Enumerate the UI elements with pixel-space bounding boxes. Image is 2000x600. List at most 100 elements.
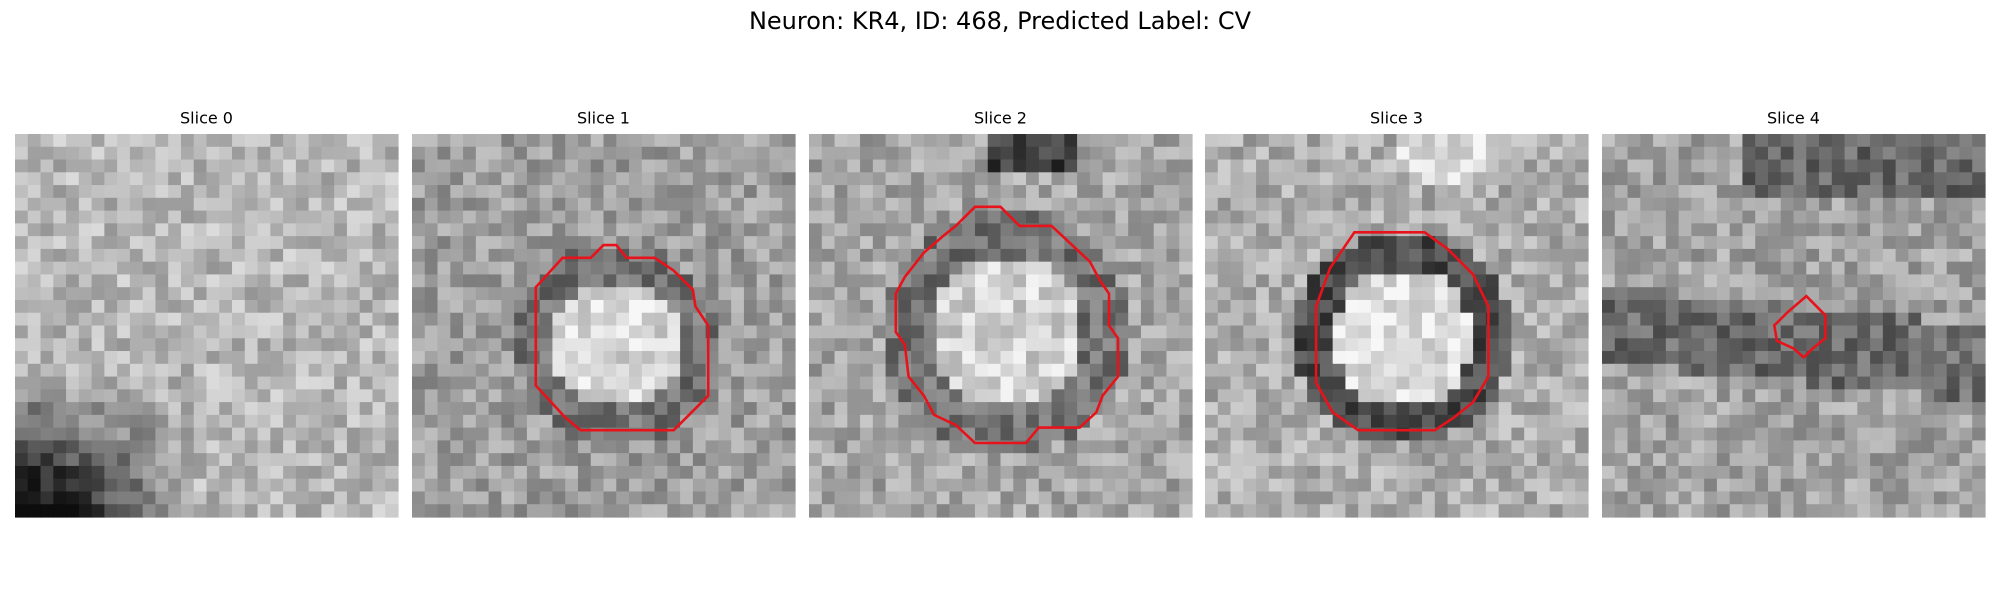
pixel [1767,478,1782,493]
pixel [1409,299,1423,314]
pixel [1933,274,1948,288]
pixel [1434,185,1449,199]
pixel [295,491,310,505]
pixel [1536,440,1551,454]
pixel [667,261,681,276]
pixel [437,427,451,441]
pixel [936,299,951,314]
pixel [1780,402,1795,416]
pixel [987,210,1002,224]
pixel [860,351,874,365]
pixel [667,440,681,454]
pixel [1268,363,1283,378]
pixel [346,325,361,339]
pixel [1716,299,1731,314]
pixel [450,363,464,378]
pixel [898,210,912,224]
pixel [641,287,656,301]
pixel [743,261,758,276]
pixel [731,261,745,276]
pixel [180,338,195,352]
pixel [1281,185,1295,199]
pixel [1332,504,1347,518]
pixel [514,440,528,454]
pixel [1895,274,1909,288]
pixel [654,491,668,505]
pixel [629,338,643,352]
pixel [743,338,758,352]
pixel [321,440,335,454]
pixel [104,185,118,199]
pixel [78,325,93,339]
pixel [1153,185,1168,199]
pixel [1972,185,1986,199]
pixel [962,299,976,314]
pixel [1921,414,1935,429]
pixel [526,427,541,441]
pixel [129,134,144,148]
pixel [1819,363,1833,378]
pixel [809,414,823,429]
pixel [923,146,938,161]
pixel [1602,261,1616,276]
pixel [450,146,464,161]
pixel [155,210,169,224]
pixel [53,389,67,403]
pixel [1627,414,1641,429]
pixel [1549,414,1564,429]
pixel [346,338,361,352]
pixel [1230,325,1244,339]
pixel [1153,261,1168,276]
pixel [1511,363,1525,378]
pixel [346,134,361,148]
pixel [1908,312,1922,327]
pixel [974,351,989,365]
pixel [1153,427,1168,441]
pixel [1358,185,1372,199]
pixel [1179,261,1193,276]
pixel [1038,146,1053,161]
pixel [257,504,271,518]
pixel [1217,414,1232,429]
pixel [1844,197,1858,212]
pixel [1038,312,1053,327]
pixel [1575,427,1589,441]
pixel [1640,351,1654,365]
pixel [756,287,771,301]
pixel [142,389,157,403]
pixel [821,440,836,454]
pixel [1294,236,1308,250]
pixel [283,402,297,416]
pixel [809,172,823,186]
pixel [949,325,963,339]
pixel [283,287,297,301]
pixel [91,261,105,276]
pixel [654,351,668,365]
pixel [1844,427,1858,441]
pixel [603,389,617,403]
pixel [872,197,887,212]
pixel [475,389,490,403]
pixel [475,210,490,224]
pixel [1742,248,1756,263]
pixel [1524,236,1538,250]
pixel [1946,376,1961,390]
pixel [1780,363,1795,378]
pixel [1755,325,1769,339]
pixel [1498,248,1512,263]
pixel [860,134,874,148]
pixel [1549,299,1564,314]
pixel [1396,236,1410,250]
pixel [27,376,42,390]
pixel [1755,261,1769,276]
pixel [1319,172,1334,186]
pixel [53,261,67,276]
pixel [1077,465,1091,480]
pixel [552,440,566,454]
pixel [1819,453,1833,467]
pixel [692,210,707,224]
pixel [1230,440,1244,454]
pixel [987,427,1002,441]
pixel [1640,261,1654,276]
pixel [1294,402,1308,416]
